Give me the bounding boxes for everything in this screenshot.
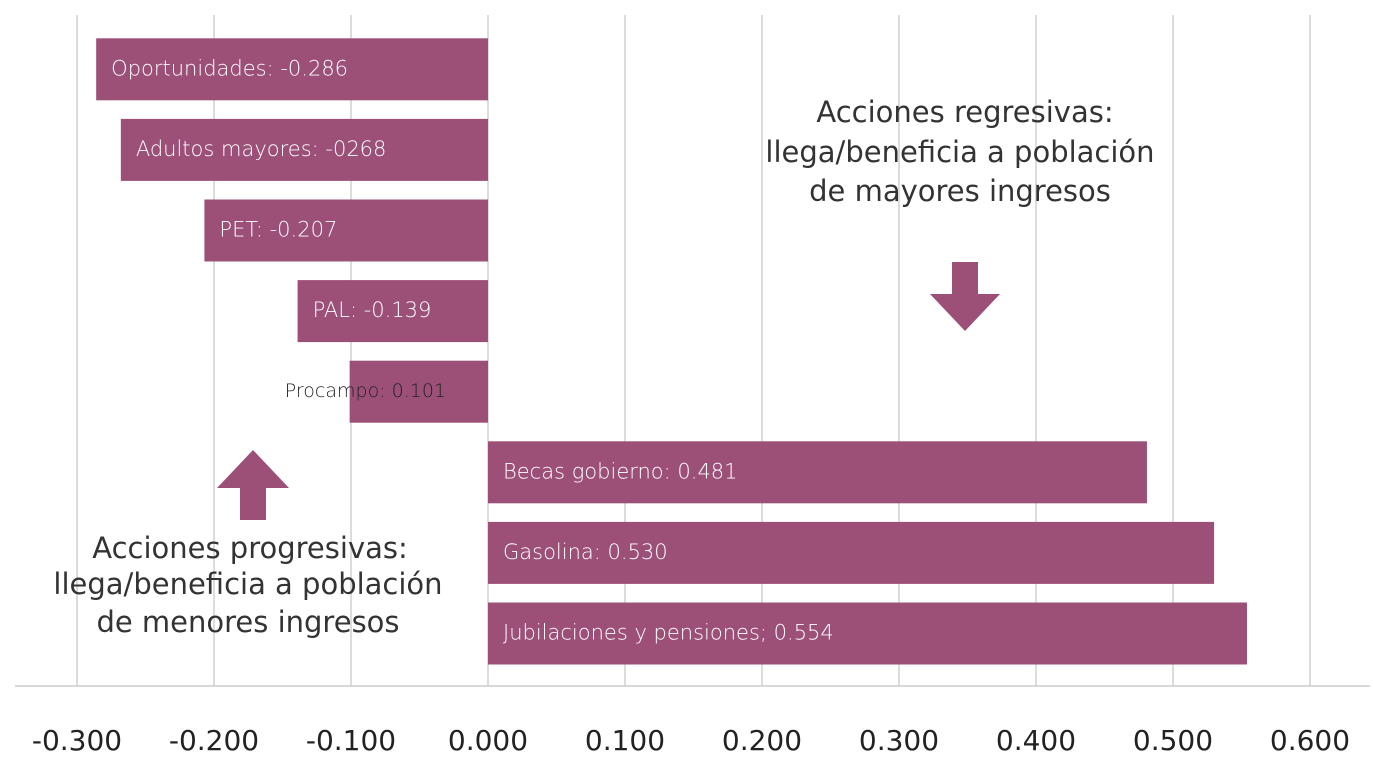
- bar-label: Procampo: 0.101: [285, 380, 446, 402]
- x-tick-label: 0.100: [585, 724, 665, 757]
- annotation-line: Acciones regresivas:: [816, 95, 1113, 129]
- bar: [488, 521, 1215, 584]
- bar-label: Oportunidades: -0.286: [111, 56, 348, 80]
- bar: [120, 118, 488, 181]
- bar-label: Gasolina: 0.530: [503, 540, 668, 564]
- bars: Oportunidades: -0.286 Adultos mayores: -0…: [96, 38, 1247, 665]
- x-tick-label: 0.500: [1133, 724, 1213, 757]
- x-tick-label: 0.000: [448, 724, 528, 757]
- annotation-line: de mayores ingresos: [809, 174, 1111, 208]
- annotation-line: Acciones progresivas:: [92, 531, 408, 565]
- x-tick-label: 0.200: [722, 724, 802, 757]
- bar-label: Adultos mayores: -0268: [136, 137, 387, 161]
- x-tick-label: 0.300: [859, 724, 939, 757]
- bar: [488, 602, 1247, 665]
- up-arrow: [217, 450, 289, 520]
- annotation-line: de menores ingresos: [96, 605, 399, 639]
- bar: [349, 360, 488, 423]
- bar-label: PAL: -0.139: [313, 298, 432, 322]
- bar: [297, 280, 488, 343]
- bar: [488, 441, 1147, 504]
- x-tick-label: 0.600: [1270, 724, 1350, 757]
- bar: [204, 199, 488, 262]
- down-arrow: [930, 262, 1000, 331]
- annotation-line: llega/beneficia a población: [53, 567, 442, 601]
- x-tick-label: -0.300: [32, 724, 122, 757]
- x-tick-label: -0.200: [169, 724, 259, 757]
- x-tick-label: -0.100: [306, 724, 396, 757]
- x-tick-label: 0.400: [996, 724, 1076, 757]
- bar-label: PET: -0.207: [219, 218, 337, 242]
- bar-label: Jubilaciones y pensiones; 0.554: [503, 621, 834, 645]
- bar: [96, 38, 489, 101]
- bar-label: Becas gobierno: 0.481: [503, 459, 738, 483]
- annotation-line: llega/beneficia a población: [765, 135, 1154, 169]
